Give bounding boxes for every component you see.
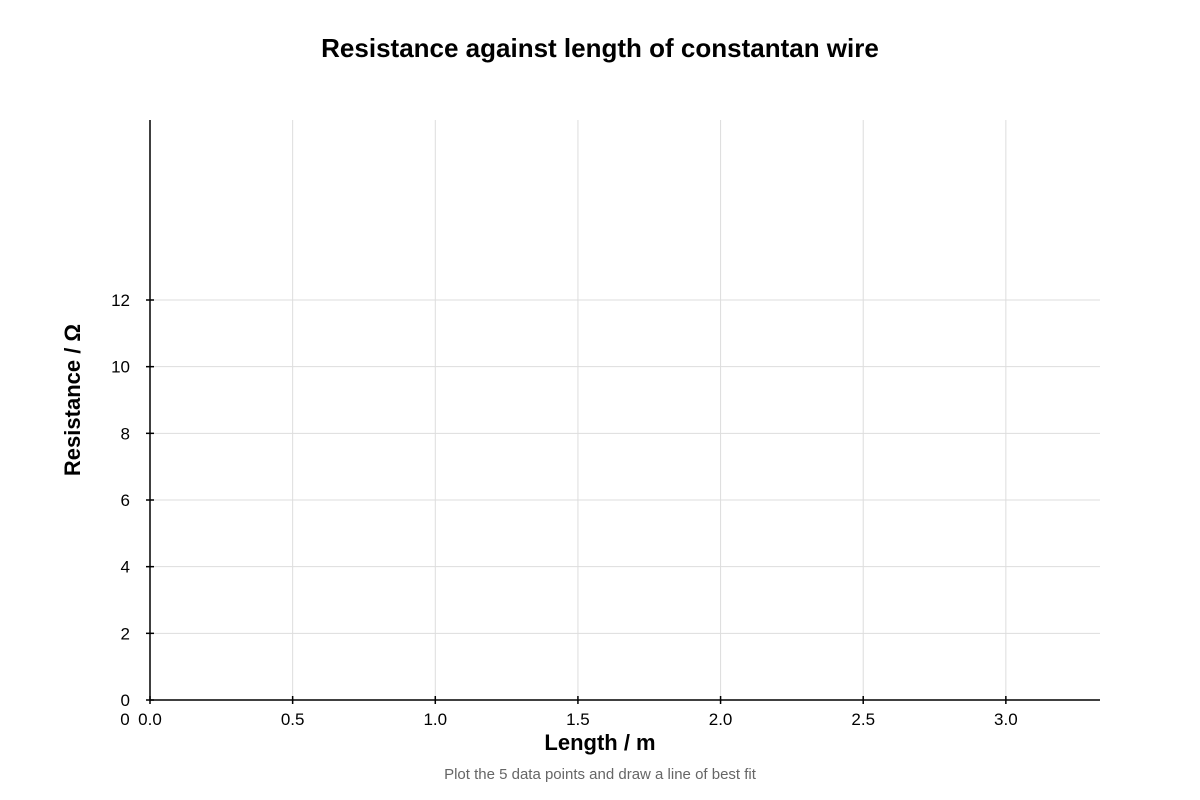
y-tick-label: 0: [121, 691, 130, 710]
axes: [149, 120, 1100, 701]
x-tick-label: 0.0: [138, 710, 162, 729]
x-origin-label: 0: [120, 710, 129, 729]
y-tick-label: 12: [111, 291, 130, 310]
x-axis-label: Length / m: [544, 730, 655, 755]
grid-lines: [150, 120, 1100, 700]
x-tick-label: 3.0: [994, 710, 1018, 729]
x-tick-label: 2.5: [851, 710, 875, 729]
y-axis-label: Resistance / Ω: [60, 324, 85, 476]
chart-caption: Plot the 5 data points and draw a line o…: [444, 766, 756, 783]
x-tick-label: 0.5: [281, 710, 305, 729]
x-tick-label: 2.0: [709, 710, 733, 729]
y-tick-label: 4: [121, 558, 130, 577]
y-tick-label: 6: [121, 491, 130, 510]
x-tick-label: 1.5: [566, 710, 590, 729]
x-ticks: 0.0 0.5 1.0 1.5 2.0 2.5 3.0: [138, 696, 1018, 729]
y-tick-label: 10: [111, 358, 130, 377]
y-tick-label: 2: [121, 624, 130, 643]
chart-title: Resistance against length of constantan …: [321, 33, 879, 63]
y-ticks: 0 2 4 6 8 10 12: [111, 291, 154, 710]
x-tick-label: 1.0: [423, 710, 447, 729]
y-tick-label: 8: [121, 424, 130, 443]
